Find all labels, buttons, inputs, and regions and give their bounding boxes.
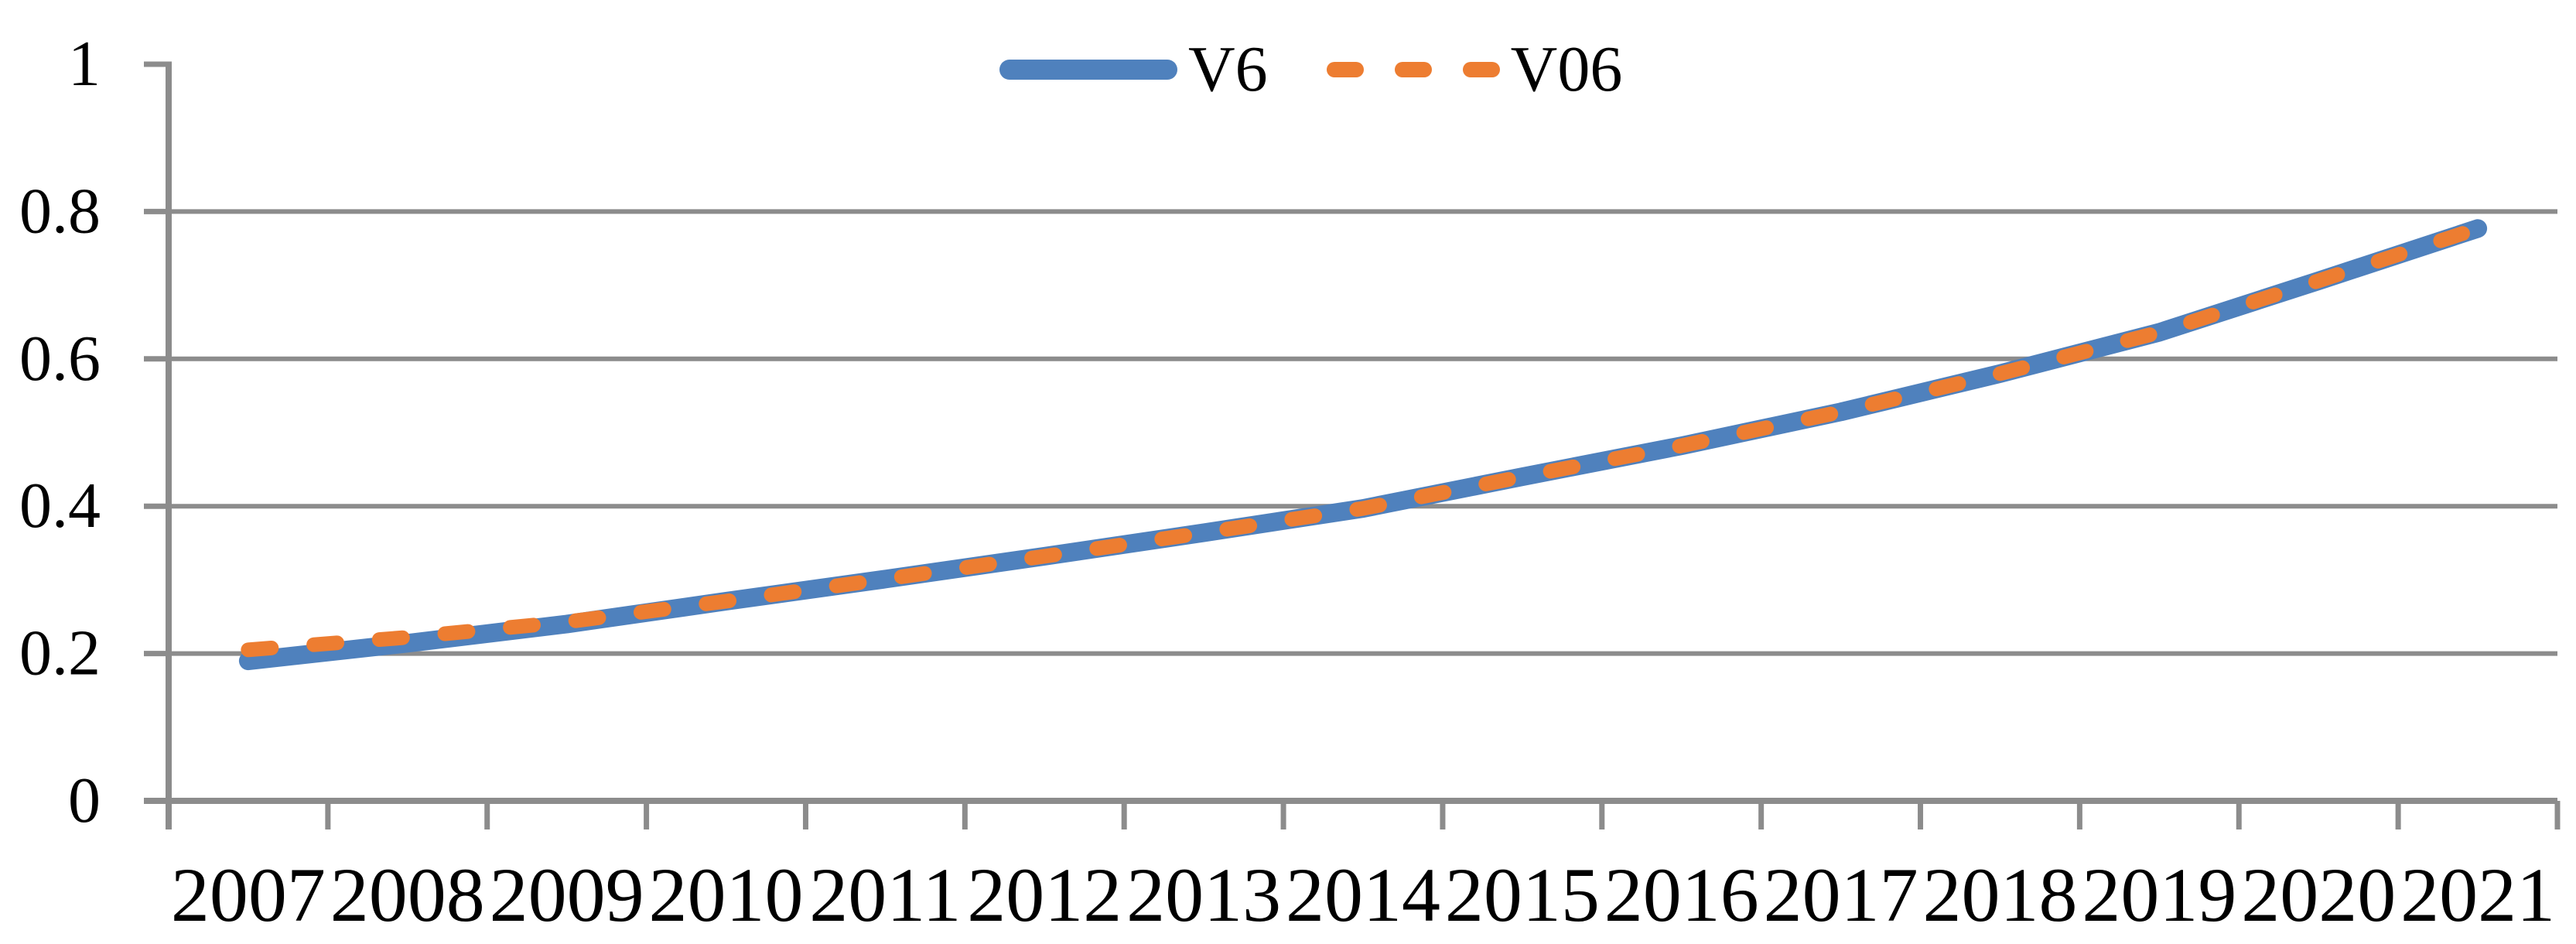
y-tick-label: 0.8: [19, 175, 101, 247]
x-tick-label: 2015: [1445, 852, 1600, 938]
y-tick-label: 0.6: [19, 323, 101, 395]
x-tick-label: 2012: [967, 852, 1122, 938]
x-tick-label: 2013: [1126, 852, 1281, 938]
x-tick-label: 2021: [2400, 852, 2555, 938]
legend-swatch-v6-solid-line-icon: [999, 60, 1177, 80]
dash-segment-icon: [1462, 62, 1500, 77]
y-tick-label: 0.2: [19, 617, 101, 689]
y-tick-label: 0: [68, 764, 101, 836]
y-tick-label: 0.4: [19, 470, 101, 542]
legend-label-v6: V6: [1188, 33, 1268, 105]
x-tick-label: 2010: [649, 852, 804, 938]
y-tick-label: 1: [68, 28, 101, 100]
x-tick-label: 2020: [2241, 852, 2396, 938]
x-tick-label: 2019: [2082, 852, 2236, 938]
x-tick-label: 2007: [171, 852, 326, 938]
x-tick-label: 2016: [1604, 852, 1759, 938]
series-line-v6: [238, 219, 2488, 671]
legend-label-v06: V06: [1510, 33, 1623, 105]
x-tick-label: 2017: [1764, 852, 1918, 938]
legend: V6 V06: [999, 34, 1622, 105]
x-tick-label: 2018: [1922, 852, 2077, 938]
dash-segment-icon: [1394, 62, 1432, 77]
x-tick-label: 2008: [330, 852, 485, 938]
x-tick-label: 2009: [490, 852, 644, 938]
dash-segment-icon: [1326, 62, 1364, 77]
x-tick-label: 2014: [1286, 852, 1440, 938]
legend-swatch-v06-dashed-line-icon: [1326, 62, 1500, 77]
series-line-v06: [241, 221, 2485, 658]
x-tick-label: 2011: [809, 852, 961, 938]
legend-item-v06: V06: [1326, 33, 1623, 105]
legend-item-v6: V6: [999, 37, 1268, 102]
